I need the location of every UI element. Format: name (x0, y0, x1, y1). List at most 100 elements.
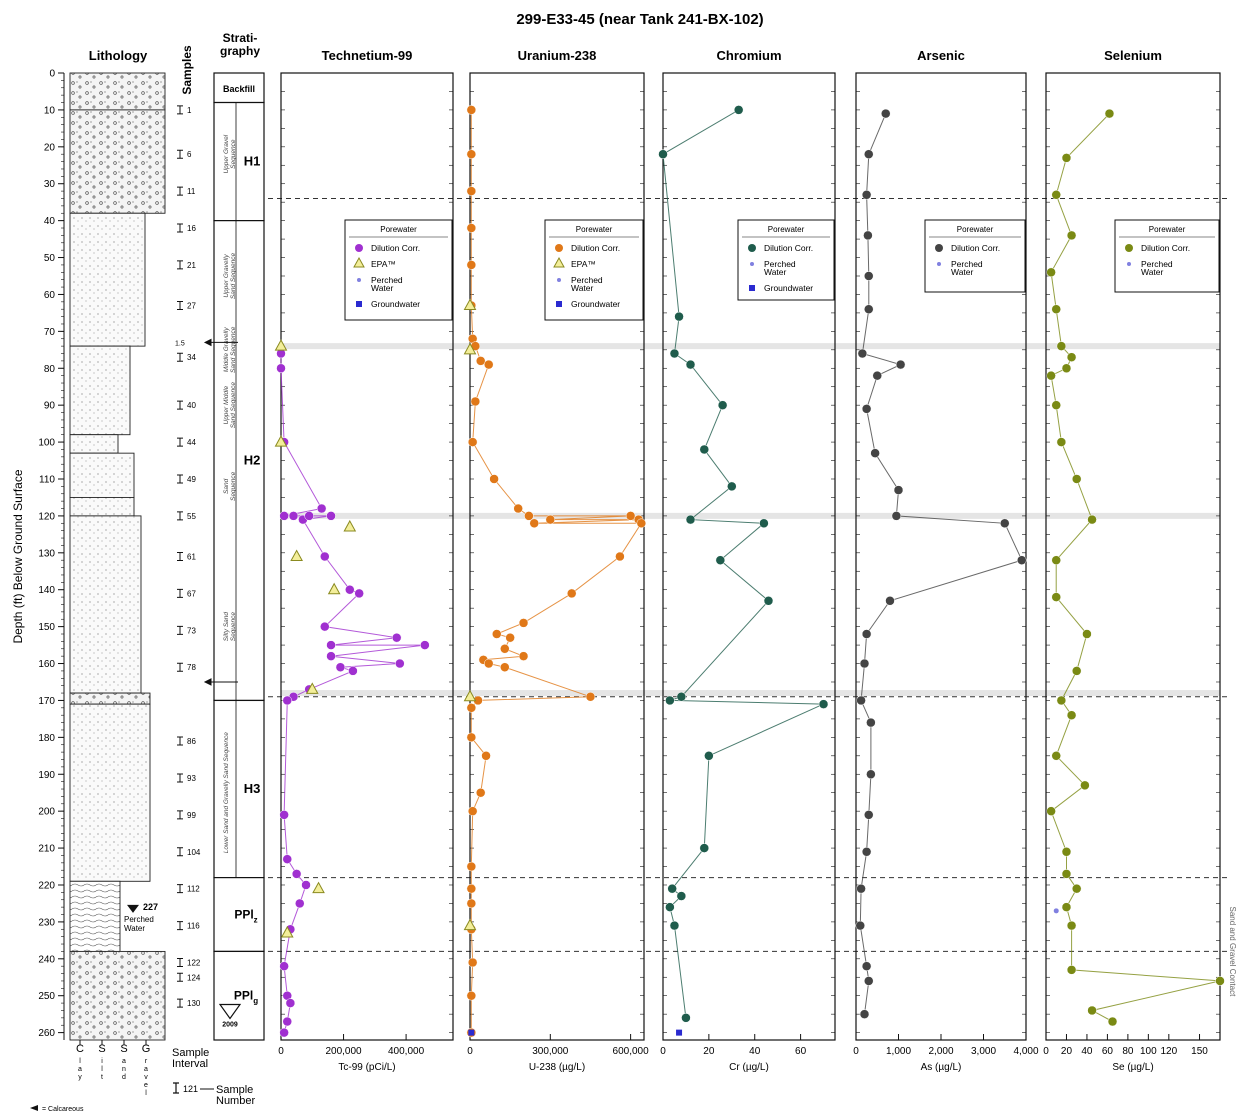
sample-interval (177, 736, 183, 746)
x-tick-label: 1,000 (886, 1046, 911, 1057)
legend-item-label: Dilution Corr. (371, 243, 420, 253)
legend-item-label: Groundwater (371, 299, 420, 309)
sequence-label-line: Upper Gravel (223, 134, 230, 173)
sample-number: 78 (187, 663, 196, 672)
depth-tick-label: 160 (38, 659, 55, 670)
sample-interval (177, 552, 183, 561)
data-point (864, 304, 874, 314)
x-tick-label: 60 (795, 1046, 807, 1057)
depth-tick-label: 190 (38, 770, 55, 781)
x-tick-label: 40 (749, 1046, 761, 1057)
data-point (513, 503, 523, 514)
legend-item-label: Water (571, 283, 594, 293)
x-tick-label: 60 (1102, 1046, 1114, 1057)
sample-interval (177, 921, 183, 931)
legend-marker (557, 278, 561, 282)
data-point (866, 769, 876, 780)
legend-marker (937, 262, 941, 266)
depth-tick-label: 0 (49, 69, 55, 80)
data-point (301, 880, 311, 890)
sample-number: 124 (187, 973, 201, 982)
strat-unit-label: H3 (244, 781, 261, 796)
lithology-layer (69, 703, 151, 882)
data-point (1017, 555, 1027, 565)
panel-frame (662, 72, 836, 1041)
data-point (676, 891, 687, 901)
data-point (1066, 230, 1077, 241)
sample-interval (177, 810, 183, 820)
legend-marker (749, 285, 755, 291)
data-point (625, 511, 636, 521)
data-point (466, 260, 477, 270)
data-point (864, 149, 874, 159)
chart-panel: Technetium-99 0 200,000 400,000 Tc-99 (pCi/L… (274, 48, 454, 1073)
data-point (665, 695, 675, 706)
grain-size-letter: S (98, 1043, 105, 1055)
data-point (391, 632, 402, 643)
gray-band (281, 690, 1220, 697)
sample-number: 61 (187, 553, 196, 562)
data-point (669, 348, 680, 359)
legend-item-label: Perched (951, 259, 983, 269)
sample-number: 6 (187, 150, 192, 159)
lithology-layer (69, 434, 119, 454)
lithology-layer (69, 880, 121, 952)
data-point-epa (280, 925, 294, 938)
data-point (1080, 780, 1090, 791)
legend-marker (1125, 244, 1133, 252)
legend-item-label: Perched (571, 275, 603, 285)
legend-marker (555, 244, 563, 252)
data-point (475, 787, 486, 798)
grain-size-sub: y (78, 1074, 82, 1081)
data-point (857, 348, 868, 359)
footer-calcareous-label: = Calcareous (42, 1106, 84, 1113)
strat-unit (213, 101, 265, 222)
grain-size-sub: d (122, 1074, 126, 1081)
legend-box (344, 219, 453, 321)
grain-size-sub: a (122, 1058, 126, 1065)
data-point-epa (327, 582, 341, 595)
footer-interval-label: Sample (172, 1047, 209, 1059)
data-point (855, 920, 865, 931)
data-point-epa (463, 342, 477, 355)
data-point (1051, 304, 1061, 314)
data-point (759, 518, 769, 529)
sample-number: 1 (187, 106, 192, 115)
data-point (470, 396, 481, 407)
data-point (345, 584, 355, 595)
data-point-perched (1053, 908, 1059, 914)
gray-band (281, 512, 1220, 519)
data-point (524, 511, 534, 521)
data-point (861, 961, 872, 971)
lithology-layer (69, 950, 166, 1041)
footer-number-label: Sample (216, 1084, 253, 1096)
data-point (1051, 400, 1061, 410)
data-point (893, 485, 904, 495)
depth-tick-label: 260 (38, 1028, 55, 1039)
data-point (276, 363, 286, 374)
legend-marker (353, 256, 365, 268)
x-tick-label: 3,000 (971, 1046, 996, 1057)
sample-number: 122 (187, 958, 201, 967)
grain-size-letter: C (76, 1043, 84, 1055)
legend-item-label: Dilution Corr. (571, 243, 620, 253)
sample-interval (177, 149, 183, 159)
data-point (1082, 629, 1092, 639)
x-tick-label: 0 (853, 1046, 859, 1057)
series-line (662, 109, 824, 1018)
data-point (864, 271, 874, 281)
depth-tick-label: 60 (44, 290, 56, 301)
sequence-label: Upper Gravel Sequence (223, 134, 237, 173)
legend-item-label: Dilution Corr. (951, 243, 1000, 253)
sample-number: 67 (187, 589, 196, 598)
data-point (1066, 710, 1077, 720)
data-point (483, 359, 494, 370)
data-point (1056, 341, 1067, 351)
data-point (466, 990, 477, 1001)
data-point (348, 666, 358, 676)
data-point (395, 658, 405, 669)
legend-item-label: Dilution Corr. (764, 243, 813, 253)
